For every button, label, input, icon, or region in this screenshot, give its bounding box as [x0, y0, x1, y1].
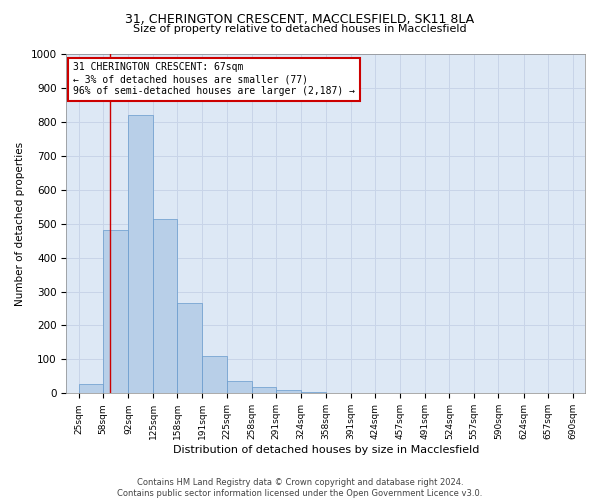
Bar [153, 218, 178, 394]
Text: 31 CHERINGTON CRESCENT: 67sqm
← 3% of detached houses are smaller (77)
96% of se: 31 CHERINGTON CRESCENT: 67sqm ← 3% of de… [73, 62, 355, 96]
Bar [79, 384, 103, 394]
Bar [301, 392, 326, 394]
Bar [227, 381, 252, 394]
Text: 31, CHERINGTON CRESCENT, MACCLESFIELD, SK11 8LA: 31, CHERINGTON CRESCENT, MACCLESFIELD, S… [125, 12, 475, 26]
Bar [276, 390, 301, 394]
Bar [178, 304, 202, 394]
Y-axis label: Number of detached properties: Number of detached properties [15, 142, 25, 306]
X-axis label: Distribution of detached houses by size in Macclesfield: Distribution of detached houses by size … [173, 445, 479, 455]
Bar [103, 230, 128, 394]
Text: Size of property relative to detached houses in Macclesfield: Size of property relative to detached ho… [133, 24, 467, 34]
Bar [202, 356, 227, 394]
Bar [128, 115, 153, 394]
Text: Contains HM Land Registry data © Crown copyright and database right 2024.
Contai: Contains HM Land Registry data © Crown c… [118, 478, 482, 498]
Bar [252, 387, 276, 394]
